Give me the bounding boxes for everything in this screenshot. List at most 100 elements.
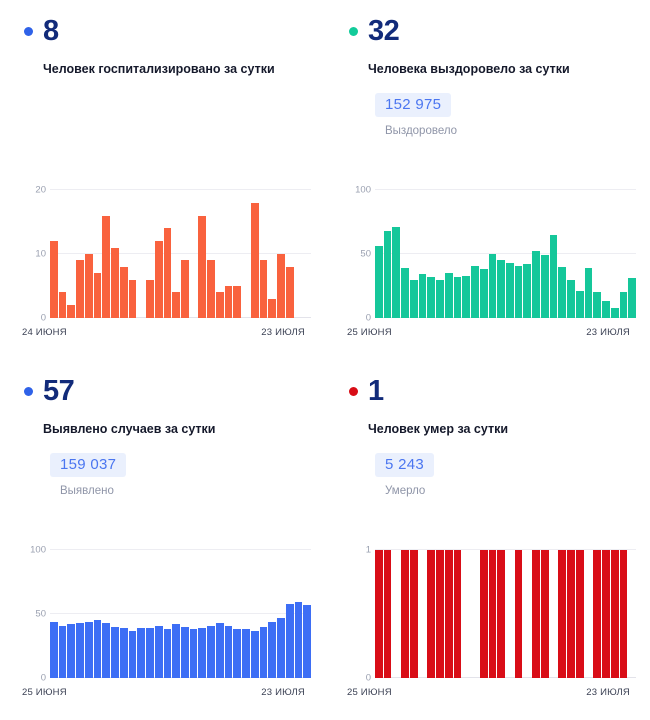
chart-bar[interactable] [119,266,128,318]
chart-bar[interactable] [215,622,224,678]
chart-bar[interactable] [427,277,436,318]
chart-bar[interactable] [172,624,181,678]
chart-bar[interactable] [84,621,93,678]
chart-bar[interactable] [436,279,444,318]
chart-bar[interactable] [619,292,628,318]
chart-bar[interactable] [102,622,111,678]
chart-bar[interactable] [172,292,181,318]
chart-bar[interactable] [567,550,575,678]
chart-bar[interactable] [453,550,462,678]
bar-chart-recovered[interactable]: 0 50 100 [347,185,637,324]
chart-bar[interactable] [523,264,532,318]
chart-bar[interactable] [497,260,506,318]
chart-bar[interactable] [215,292,224,318]
chart-bar[interactable] [233,629,242,678]
chart-bar[interactable] [146,279,154,318]
chart-bar[interactable] [602,550,610,678]
chart-bar[interactable] [506,262,514,318]
chart-bar[interactable] [242,629,250,678]
chart-bar[interactable] [409,550,418,678]
chart-bar[interactable] [224,625,233,678]
chart-bar[interactable] [418,274,427,318]
chart-bar[interactable] [602,301,610,318]
chart-bar[interactable] [128,630,137,678]
chart-bar[interactable] [250,630,259,678]
chart-bar[interactable] [50,241,58,318]
chart-bar[interactable] [294,602,303,678]
bar-chart-cases[interactable]: 0 50 100 [22,545,312,684]
chart-bar[interactable] [427,550,436,678]
chart-bar[interactable] [277,254,285,318]
chart-bar[interactable] [610,307,619,318]
chart-bar[interactable] [303,605,312,678]
chart-bar[interactable] [76,260,84,318]
chart-bar[interactable] [462,275,471,318]
chart-bar[interactable] [268,621,277,678]
chart-bar[interactable] [84,254,93,318]
chart-bar[interactable] [558,266,567,318]
chart-bar[interactable] [532,251,540,318]
chart-bar[interactable] [67,624,76,678]
chart-bar[interactable] [207,625,215,678]
chart-bar[interactable] [401,268,409,318]
chart-bar[interactable] [250,202,259,318]
chart-bar[interactable] [102,215,111,318]
chart-bar[interactable] [119,628,128,678]
chart-bar[interactable] [567,279,575,318]
chart-bar[interactable] [163,629,172,678]
bar-chart-hospitalized[interactable]: 0 10 20 [22,185,311,324]
chart-bar[interactable] [146,628,154,678]
chart-bar[interactable] [558,550,567,678]
chart-bar[interactable] [163,228,172,318]
chart-bar[interactable] [375,246,383,318]
chart-bar[interactable] [549,234,558,318]
chart-bar[interactable] [593,550,602,678]
chart-bar[interactable] [181,260,189,318]
chart-bar[interactable] [383,230,392,318]
chart-bar[interactable] [93,273,102,318]
chart-bar[interactable] [540,550,549,678]
chart-bar[interactable] [285,603,294,678]
chart-bar[interactable] [207,260,215,318]
chart-bar[interactable] [392,227,401,318]
chart-bar[interactable] [383,550,392,678]
chart-bar[interactable] [497,550,506,678]
chart-bar[interactable] [479,550,488,678]
chart-bar[interactable] [181,626,189,678]
chart-bar[interactable] [233,286,242,318]
chart-bar[interactable] [93,620,102,678]
chart-bar[interactable] [610,550,619,678]
chart-bar[interactable] [154,625,163,678]
chart-bar[interactable] [198,628,207,678]
chart-bar[interactable] [259,260,268,318]
chart-bar[interactable] [198,215,207,318]
chart-bar[interactable] [224,286,233,318]
chart-bar[interactable] [444,273,453,318]
chart-bar[interactable] [137,628,146,678]
chart-bar[interactable] [259,626,268,678]
chart-bar[interactable] [584,268,593,318]
chart-bar[interactable] [128,279,137,318]
chart-bar[interactable] [575,550,584,678]
chart-bar[interactable] [285,266,294,318]
chart-bar[interactable] [619,550,628,678]
chart-bar[interactable] [628,278,637,318]
chart-bar[interactable] [532,550,540,678]
chart-bar[interactable] [401,550,409,678]
chart-bar[interactable] [67,305,76,318]
chart-bar[interactable] [488,550,497,678]
chart-bar[interactable] [575,291,584,318]
chart-bar[interactable] [488,254,497,318]
chart-bar[interactable] [514,265,523,318]
chart-bar[interactable] [50,621,58,678]
chart-bar[interactable] [277,617,285,678]
chart-bar[interactable] [111,247,119,318]
chart-bar[interactable] [189,629,198,678]
chart-bar[interactable] [58,625,67,678]
chart-bar[interactable] [453,277,462,318]
chart-bar[interactable] [409,279,418,318]
chart-bar[interactable] [471,265,479,318]
chart-bar[interactable] [514,550,523,678]
chart-bar[interactable] [444,550,453,678]
